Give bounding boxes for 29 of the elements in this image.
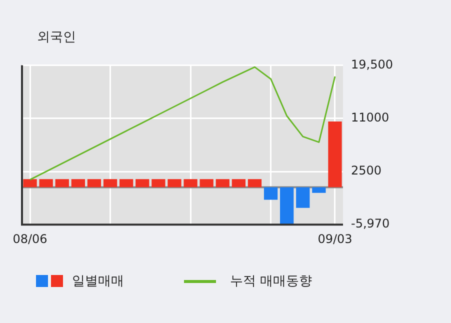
x-tick-label: 08/06 — [12, 232, 48, 246]
bar — [248, 179, 262, 188]
bar — [168, 179, 182, 188]
bar — [55, 179, 69, 188]
bar — [312, 187, 326, 193]
legend-label: 일별매매 — [72, 273, 124, 290]
bar — [87, 179, 102, 188]
bar — [39, 179, 53, 188]
bar — [216, 179, 230, 188]
legend-label: 누적 매매동향 — [230, 273, 312, 290]
y-tick-label: 11000 — [351, 110, 390, 125]
bar — [328, 122, 342, 188]
y-tick-label: 2500 — [351, 164, 382, 178]
bar — [200, 179, 214, 188]
bar — [152, 179, 166, 188]
y-tick-label: 19,500 — [351, 57, 394, 72]
bar — [23, 179, 37, 188]
bar — [296, 187, 310, 208]
bar — [71, 179, 85, 188]
bar — [264, 187, 278, 200]
y-tick-label: -5,970 — [351, 216, 390, 231]
bar — [280, 187, 294, 224]
x-tick-label: 09/03 — [318, 232, 352, 246]
bar — [232, 179, 246, 188]
bar — [120, 179, 134, 188]
chart-title: 외국인 — [37, 29, 76, 46]
bar — [136, 179, 150, 188]
bar — [103, 179, 118, 188]
bar — [184, 179, 198, 188]
